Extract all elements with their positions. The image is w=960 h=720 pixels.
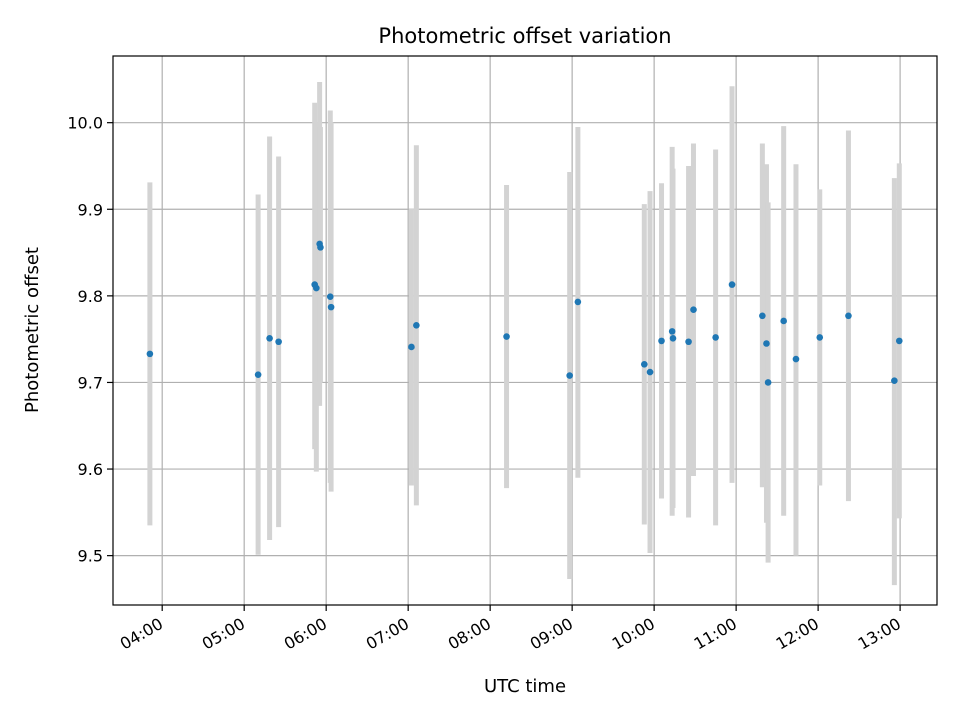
data-point bbox=[685, 338, 692, 346]
y-tick-label: 9.9 bbox=[78, 200, 103, 219]
data-point bbox=[712, 334, 719, 341]
data-point bbox=[816, 334, 824, 341]
data-point bbox=[780, 317, 787, 325]
data-point bbox=[763, 340, 770, 347]
data-point bbox=[640, 360, 648, 368]
data-point bbox=[764, 379, 772, 386]
data-point bbox=[254, 371, 262, 378]
y-axis-label: Photometric offset bbox=[22, 247, 43, 413]
data-point bbox=[728, 281, 736, 288]
data-point bbox=[327, 303, 335, 311]
data-point bbox=[146, 350, 154, 358]
data-points bbox=[146, 240, 903, 386]
data-point bbox=[408, 343, 415, 351]
data-point bbox=[566, 372, 573, 379]
data-point bbox=[574, 298, 582, 306]
data-point bbox=[503, 333, 510, 340]
data-point bbox=[326, 293, 334, 301]
data-point bbox=[668, 328, 676, 335]
data-point bbox=[690, 306, 697, 314]
chart-title: Photometric offset variation bbox=[378, 24, 671, 48]
x-axis-label: UTC time bbox=[484, 676, 566, 697]
data-point bbox=[658, 337, 665, 345]
plot-area bbox=[113, 56, 937, 605]
data-point bbox=[317, 244, 324, 251]
data-point bbox=[413, 322, 420, 329]
data-point bbox=[275, 338, 282, 346]
y-tick-label: 9.7 bbox=[78, 373, 103, 392]
data-point bbox=[845, 312, 852, 320]
data-point bbox=[759, 312, 766, 320]
data-point bbox=[266, 334, 273, 342]
y-tick-label: 9.8 bbox=[78, 287, 103, 306]
data-point bbox=[669, 334, 677, 342]
data-point bbox=[891, 377, 898, 385]
y-axis-ticks: 9.5 9.6 9.7 9.8 9.9 10.0 bbox=[67, 114, 113, 566]
y-tick-label: 9.6 bbox=[78, 460, 103, 479]
y-tick-label: 10.0 bbox=[67, 114, 103, 133]
data-point bbox=[895, 337, 903, 345]
data-point bbox=[646, 368, 654, 376]
y-tick-label: 9.5 bbox=[78, 547, 103, 566]
data-point bbox=[792, 355, 800, 363]
plot-frame bbox=[112, 55, 938, 606]
data-point bbox=[313, 284, 320, 292]
